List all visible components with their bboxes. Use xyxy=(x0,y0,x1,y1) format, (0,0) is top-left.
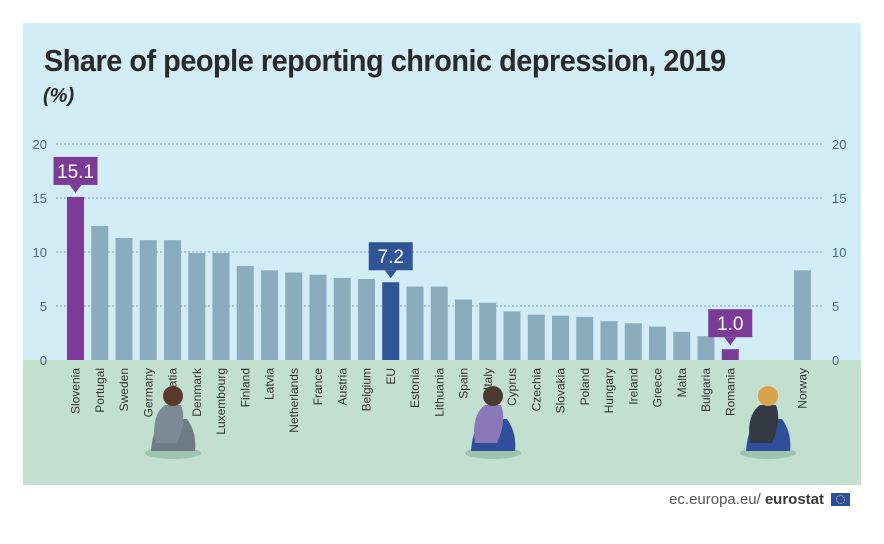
bar xyxy=(382,282,400,360)
bar xyxy=(212,253,230,360)
bar xyxy=(285,272,303,360)
sitting-woman-figure-torso xyxy=(154,405,184,443)
bar xyxy=(358,279,375,360)
bar xyxy=(430,286,448,360)
callout-pointer xyxy=(69,184,82,193)
bar xyxy=(624,323,642,360)
y-tick-label-left: 0 xyxy=(40,353,47,368)
x-tick-label: Latvia xyxy=(263,368,277,400)
x-tick-label: Sweden xyxy=(117,368,131,411)
bar xyxy=(600,321,618,360)
sitting-man-figure-torso xyxy=(749,405,779,443)
y-tick-label-left: 20 xyxy=(33,137,47,152)
x-tick-label: Portugal xyxy=(93,368,107,413)
y-tick-label-right: 0 xyxy=(832,353,839,368)
x-tick-label: Czechia xyxy=(529,368,543,412)
x-tick-label: Germany xyxy=(141,368,155,417)
bar xyxy=(479,302,497,360)
y-tick-label-right: 20 xyxy=(832,137,846,152)
source-brand: eurostat xyxy=(764,491,824,508)
bar xyxy=(333,277,351,360)
callout-pointer xyxy=(384,270,397,279)
x-tick-label: Spain xyxy=(457,368,471,399)
bar xyxy=(115,237,133,360)
x-tick-label: Luxembourg xyxy=(214,368,228,435)
bar xyxy=(91,226,109,360)
sitting-woman-figure-head xyxy=(163,386,183,406)
bar xyxy=(188,253,206,360)
x-tick-label: Slovenia xyxy=(69,368,83,414)
callout-box xyxy=(368,242,413,271)
bar xyxy=(576,316,594,360)
x-tick-label: Poland xyxy=(578,368,592,405)
x-tick-label: Cyprus xyxy=(505,368,519,406)
x-tick-label: Greece xyxy=(651,368,665,408)
x-tick-label: Belgium xyxy=(360,368,374,411)
x-tick-label: Austria xyxy=(335,368,349,406)
chart-unit: (%) xyxy=(43,85,75,107)
y-tick-label-right: 15 xyxy=(832,191,846,206)
infographic-card: 0 0 5 5 10 10 15 15 20 20 Slovenia 15.1 Portugal Swed… xyxy=(23,23,861,485)
bar xyxy=(309,274,327,360)
y-tick-label-right: 10 xyxy=(832,245,846,260)
sitting-person-figure-head xyxy=(483,386,503,406)
bar xyxy=(794,270,811,360)
x-tick-label: Hungary xyxy=(602,368,616,413)
bar xyxy=(139,240,157,360)
bar xyxy=(503,311,521,360)
eu-flag-icon xyxy=(831,493,850,506)
x-tick-label: Slovakia xyxy=(554,368,568,414)
x-tick-label: Finland xyxy=(238,368,252,407)
sitting-man-figure-head xyxy=(758,386,778,406)
bar xyxy=(697,336,715,360)
bar xyxy=(673,331,691,360)
x-tick-label: Ireland xyxy=(626,368,640,405)
data-label: 1.0 xyxy=(717,314,743,335)
x-tick-label: Lithuania xyxy=(432,368,446,417)
x-tick-label: Romania xyxy=(723,368,737,416)
bar xyxy=(67,196,84,360)
callout-box xyxy=(53,156,98,185)
bar xyxy=(455,299,472,360)
bar xyxy=(236,266,254,360)
data-label: 15.1 xyxy=(57,162,94,183)
source-site: ec.europa.eu/ xyxy=(669,491,761,508)
x-tick-label: Bulgaria xyxy=(699,368,713,412)
y-tick-label-right: 5 xyxy=(832,299,839,314)
bar xyxy=(527,314,545,360)
x-tick-label: France xyxy=(311,368,325,406)
bar xyxy=(164,240,181,360)
chart-title: Share of people reporting chronic depres… xyxy=(44,43,726,78)
bar xyxy=(552,315,569,360)
y-tick-label-left: 5 xyxy=(40,299,47,314)
x-tick-label: Estonia xyxy=(408,368,422,408)
bar xyxy=(261,270,278,360)
bar xyxy=(649,326,666,360)
y-tick-label-left: 15 xyxy=(33,191,47,206)
bar xyxy=(721,349,739,360)
data-label: 7.2 xyxy=(378,247,404,268)
bar-chart: 0 0 5 5 10 10 15 15 20 20 Slovenia 15.1 Portugal Swed… xyxy=(33,137,846,459)
bar xyxy=(406,286,424,360)
x-tick-label: Netherlands xyxy=(287,368,301,433)
callout-box xyxy=(708,309,753,338)
source-footer: ec.europa.eu/eurostat xyxy=(669,491,850,508)
y-tick-label-left: 10 xyxy=(33,245,47,260)
x-tick-label: EU xyxy=(384,368,398,385)
x-tick-label: Denmark xyxy=(190,367,204,417)
sitting-person-figure-torso xyxy=(474,405,504,443)
x-tick-label: Norway xyxy=(796,368,810,409)
x-tick-label: Italy xyxy=(481,368,495,390)
callout-pointer xyxy=(724,337,737,346)
x-tick-label: Malta xyxy=(675,368,689,398)
